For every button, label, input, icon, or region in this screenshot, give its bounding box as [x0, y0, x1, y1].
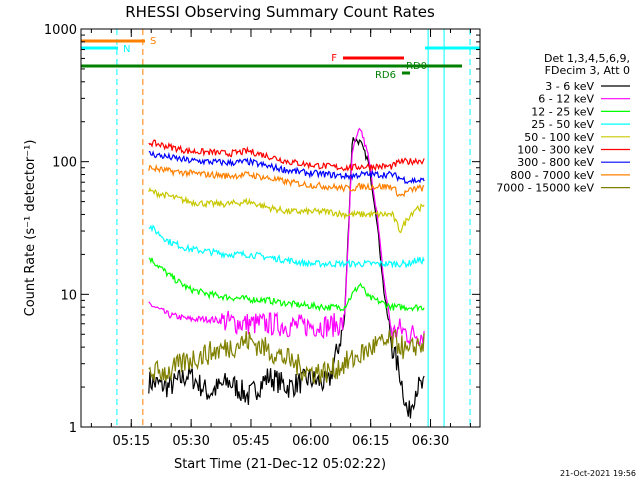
vertical-markers — [116, 29, 471, 427]
series-line-6 — [148, 139, 425, 172]
legend-label-2: 6 - 12 keV — [538, 93, 594, 106]
legend: Det 1,3,4,5,6,9,FDecim 3, Att 0 3 - 6 keV… — [496, 52, 630, 195]
series-line-2 — [148, 127, 425, 348]
y-axis-label: Count Rate (s⁻¹ detector⁻¹) — [23, 140, 38, 317]
x-tick-label-2: 05:45 — [232, 434, 269, 449]
legend-header-2: FDecim 3, Att 0 — [545, 64, 630, 77]
x-tick-label-0: 05:15 — [113, 434, 150, 449]
rd6-flag-label: RD6 — [375, 70, 396, 81]
y-tick-label-1: 10 — [60, 288, 77, 303]
x-tick-label-4: 06:15 — [352, 434, 389, 449]
rd0-flag-label: RD0 — [406, 61, 427, 72]
legend-label-4: 25 - 50 keV — [531, 118, 594, 131]
series-line-3 — [148, 257, 425, 313]
series-line-4 — [148, 224, 425, 269]
legend-header-1: Det 1,3,4,5,6,9, — [544, 52, 630, 65]
series-line-7 — [148, 150, 425, 185]
night-flag-label: N — [123, 44, 130, 55]
x-tick-label-1: 05:30 — [172, 434, 209, 449]
x-axis-label: Start Time (21-Dec-12 05:02:22) — [174, 457, 386, 472]
series-line-1 — [148, 137, 425, 419]
legend-label-7: 300 - 800 keV — [517, 156, 594, 169]
legend-label-3: 12 - 25 keV — [531, 105, 594, 118]
x-tick-label-5: 06:30 — [412, 434, 449, 449]
plot-frame — [80, 28, 481, 428]
y-tick-label-3: 1000 — [44, 23, 77, 38]
x-tick-label-3: 06:00 — [292, 434, 329, 449]
legend-label-8: 800 - 7000 keV — [510, 169, 594, 182]
series-line-9 — [148, 328, 425, 385]
saa-flag-label: S — [150, 36, 156, 47]
annotation-layer: S N F RD0 RD6 — [81, 36, 480, 81]
series-layer — [148, 127, 425, 419]
series-line-5 — [148, 187, 425, 234]
y-tick-label-2: 100 — [52, 156, 77, 171]
series-line-8 — [148, 163, 425, 198]
y-tick-label-0: 1 — [69, 421, 77, 436]
chart-title: RHESSI Observing Summary Count Rates — [125, 3, 435, 21]
timestamp: 21-Oct-2021 19:56 — [560, 469, 636, 478]
legend-label-5: 50 - 100 keV — [524, 131, 594, 144]
y-axis-ticks: 1 10 100 1000 — [44, 23, 480, 436]
legend-label-1: 3 - 6 keV — [545, 80, 594, 93]
legend-label-6: 100 - 300 keV — [517, 144, 594, 157]
x-axis-ticks: 05:15 05:30 05:45 06:00 06:15 06:30 — [90, 29, 471, 449]
legend-label-9: 7000 - 15000 keV — [496, 182, 594, 195]
flare-flag-label: F — [331, 53, 337, 64]
